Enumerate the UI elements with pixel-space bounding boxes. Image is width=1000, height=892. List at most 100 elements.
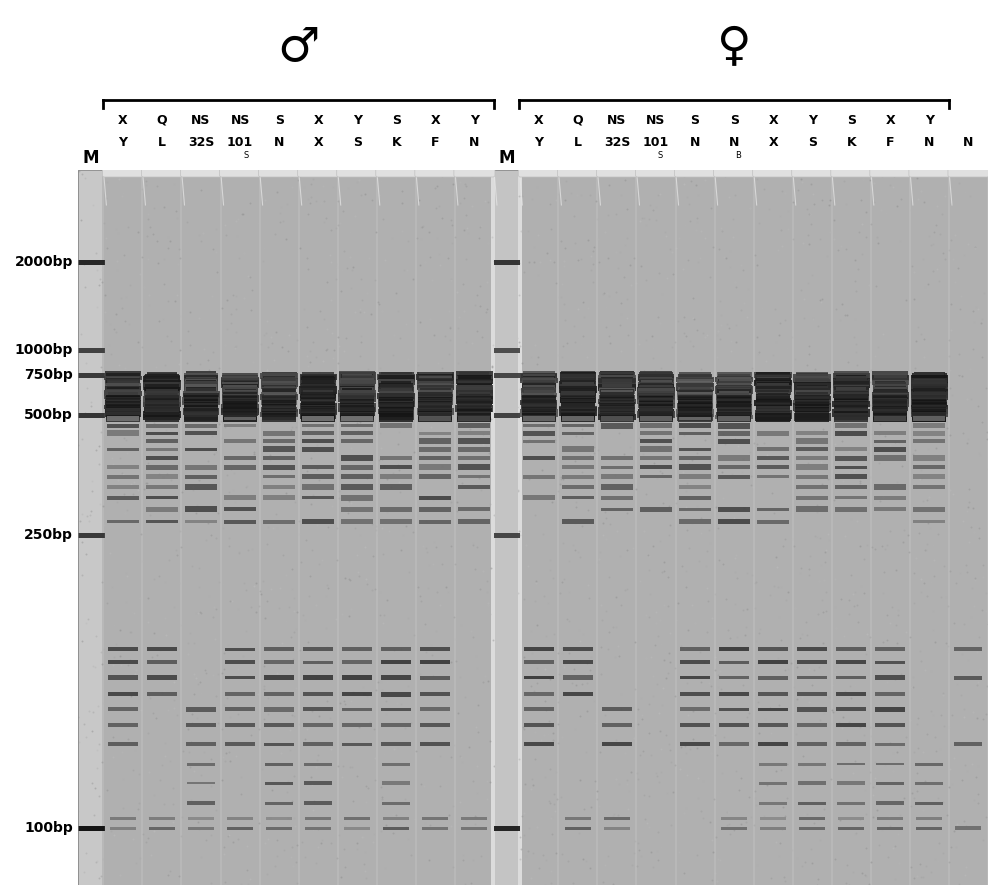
Bar [145,405,179,410]
Bar [106,410,140,416]
Bar [758,405,788,409]
Bar [341,405,374,409]
Bar [381,675,411,680]
Bar [146,457,178,459]
Bar [758,723,788,727]
Bar [340,404,374,413]
Bar [717,376,751,380]
Bar [833,378,870,385]
Bar [913,520,945,524]
Bar [874,416,906,421]
Bar [145,410,179,416]
Bar [418,417,452,423]
Bar [873,410,907,416]
Bar [185,424,217,428]
Bar [522,417,556,423]
Bar [379,407,413,412]
Bar [146,391,178,396]
Bar [183,392,220,399]
FancyBboxPatch shape [220,143,261,177]
Bar [678,400,712,403]
Text: X: X [534,113,544,127]
Bar [717,372,752,380]
Bar [719,707,749,711]
Bar [107,374,139,378]
Bar [185,396,218,401]
Bar [833,394,869,398]
Bar [107,399,139,407]
Bar [912,399,946,403]
Bar [301,405,335,410]
Bar [264,723,294,727]
Bar [639,409,673,415]
Bar [677,170,714,885]
Bar [677,414,713,421]
Bar [873,384,908,391]
Bar [875,706,905,712]
Bar [338,393,376,401]
Bar [679,475,711,479]
Bar [679,508,711,511]
Bar [302,405,334,412]
Bar [224,417,256,420]
Bar [794,413,831,421]
Bar [717,385,751,392]
Bar [875,407,906,413]
Bar [149,817,175,820]
Bar [459,399,490,403]
Bar [106,408,140,416]
Bar [107,424,139,427]
Bar [717,392,751,399]
Bar [143,401,181,407]
Bar [523,431,555,436]
Bar [794,384,830,392]
Bar [640,377,672,382]
Bar [561,373,595,382]
Bar [418,400,452,405]
Bar [873,397,908,403]
Bar [640,432,672,435]
Bar [758,647,788,651]
Bar [418,413,452,418]
Bar [599,402,635,409]
Bar [301,401,335,406]
Bar [379,396,413,404]
Bar [562,466,594,469]
Bar [600,394,634,400]
Bar [598,375,636,382]
Bar [680,692,710,696]
Bar [523,457,555,459]
Bar [522,398,556,402]
Bar [522,378,556,387]
Bar [301,397,335,401]
Bar [836,660,866,665]
Bar [875,409,906,414]
Bar [301,377,335,386]
Bar [678,394,713,403]
Bar [225,412,256,417]
Bar [680,647,710,651]
Bar [379,406,413,411]
Bar [717,389,751,398]
Bar [302,415,334,419]
Bar [379,394,413,400]
Bar [523,416,555,421]
Bar [108,692,138,697]
Bar [381,407,412,413]
Bar [184,404,218,413]
Bar [104,391,142,396]
Bar [873,378,908,383]
Bar [834,417,868,423]
Bar [340,413,374,418]
Bar [77,412,105,417]
Bar [222,395,259,402]
Bar [718,519,750,524]
Bar [457,397,491,401]
Bar [341,484,373,490]
Bar [563,413,593,421]
Text: Y: Y [925,113,934,127]
Bar [301,395,335,401]
Bar [78,260,104,265]
Bar [756,400,790,405]
Bar [262,413,296,418]
